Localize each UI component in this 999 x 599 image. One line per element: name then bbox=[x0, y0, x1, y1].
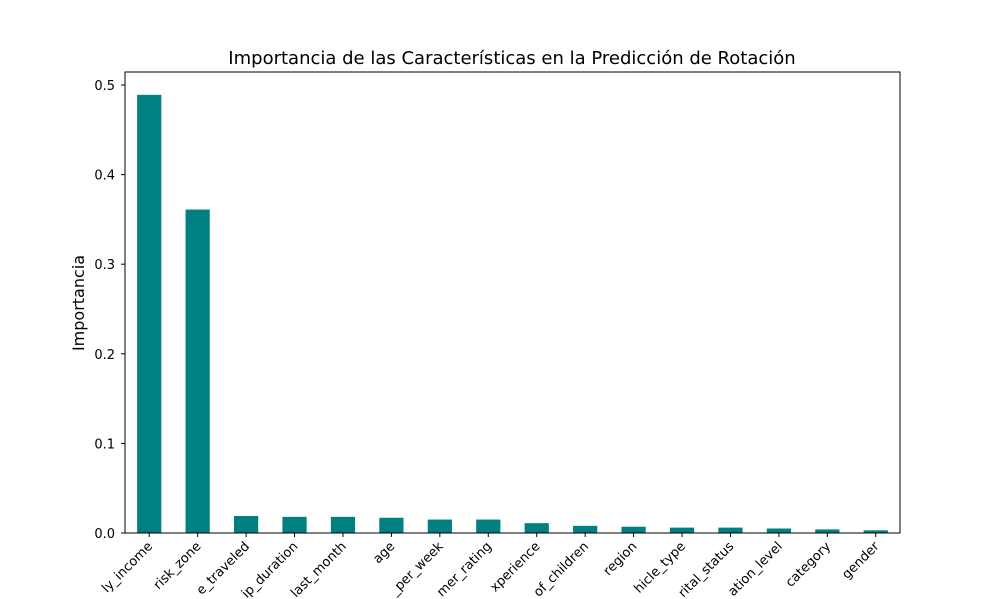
bar bbox=[137, 94, 162, 534]
bar bbox=[669, 527, 695, 533]
bar bbox=[718, 527, 743, 533]
chart-title: Importancia de las Características en la… bbox=[228, 48, 795, 69]
x-tick-label: age bbox=[371, 539, 399, 567]
bar bbox=[330, 516, 356, 533]
y-tick-label: 0.4 bbox=[94, 169, 115, 184]
y-tick-label: 0.5 bbox=[94, 79, 115, 94]
y-tick-label: 0.3 bbox=[94, 258, 115, 273]
y-tick-label: 0.1 bbox=[94, 437, 115, 452]
bar bbox=[524, 523, 549, 533]
y-tick-label: 0.0 bbox=[94, 527, 115, 542]
bar bbox=[476, 519, 501, 533]
bar bbox=[863, 530, 888, 533]
bar bbox=[233, 515, 259, 533]
bar bbox=[379, 517, 404, 533]
bar bbox=[185, 209, 210, 533]
x-tick-label: ly_income bbox=[99, 539, 156, 596]
plot-frame bbox=[124, 71, 901, 534]
bar bbox=[766, 528, 792, 533]
y-tick-label: 0.2 bbox=[94, 348, 115, 363]
x-tick-label: gender bbox=[839, 539, 883, 583]
bar bbox=[427, 519, 452, 533]
bar bbox=[621, 526, 646, 533]
bar bbox=[815, 529, 840, 533]
y-axis-label: Importancia bbox=[69, 255, 88, 351]
bar bbox=[573, 525, 598, 533]
x-tick-label: region bbox=[601, 539, 641, 579]
x-tick-label: category bbox=[783, 539, 834, 590]
bar bbox=[282, 516, 307, 533]
